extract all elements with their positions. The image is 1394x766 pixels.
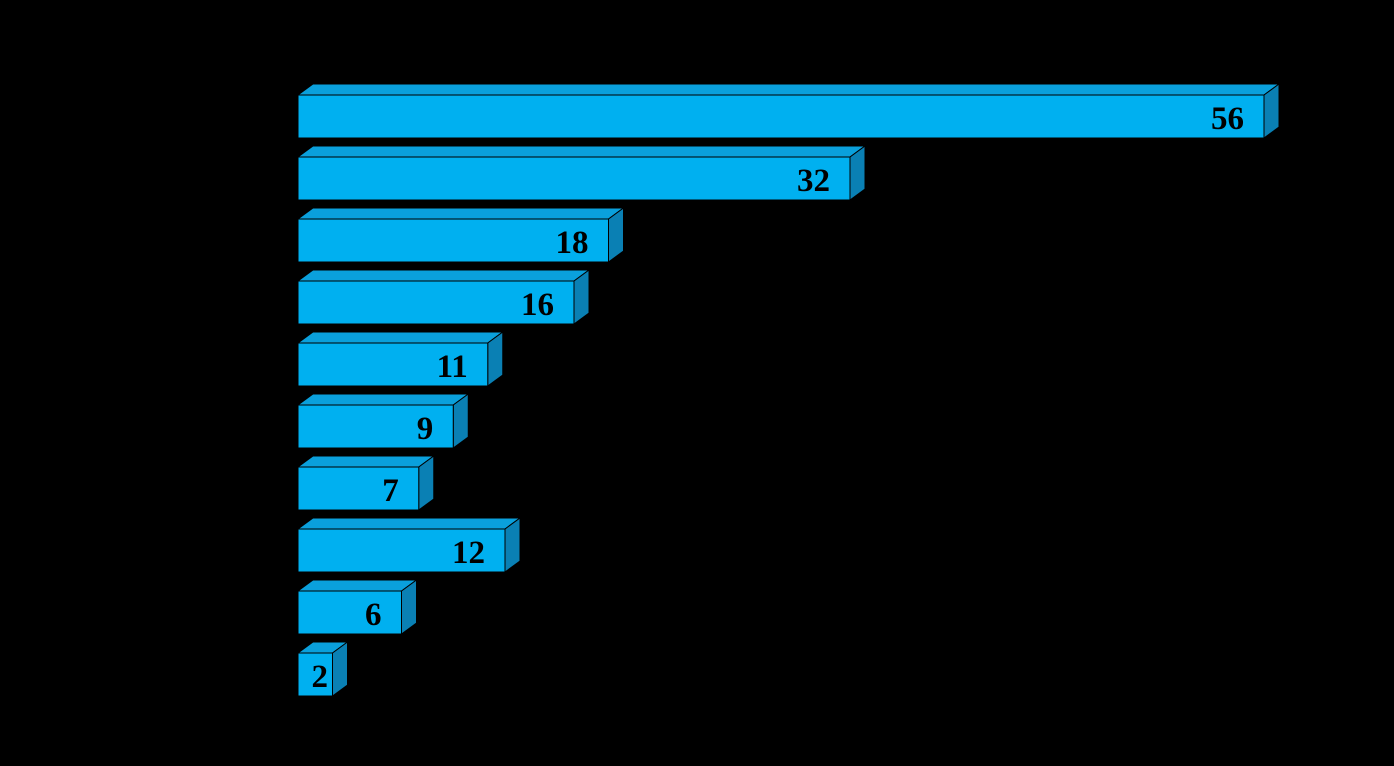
bar-top xyxy=(296,83,1281,96)
value-label: 12 xyxy=(452,535,485,571)
bar-top xyxy=(296,517,522,530)
bar-front xyxy=(297,652,333,697)
value-label: 7 xyxy=(382,473,399,509)
bar-front xyxy=(297,528,506,573)
bar-front xyxy=(297,466,420,511)
bar xyxy=(296,269,591,325)
value-label: 6 xyxy=(365,597,382,633)
bar-front xyxy=(297,280,575,325)
value-label: 9 xyxy=(417,411,434,447)
bar xyxy=(296,641,350,697)
bar-front xyxy=(297,590,402,635)
bar-front xyxy=(297,404,454,449)
bar-top xyxy=(296,269,591,282)
bar-top xyxy=(296,145,867,158)
bar-top xyxy=(296,331,505,344)
bar-top xyxy=(296,393,470,406)
value-label: 56 xyxy=(1211,101,1244,137)
bar xyxy=(296,579,419,635)
bar-top xyxy=(296,579,419,592)
value-label: 11 xyxy=(437,349,468,385)
bar xyxy=(296,393,470,449)
bar-top xyxy=(296,207,626,220)
bar xyxy=(296,207,626,263)
bar-front xyxy=(297,94,1265,139)
bar xyxy=(296,145,867,201)
value-label: 2 xyxy=(312,659,329,695)
bar-top xyxy=(296,455,436,468)
bar xyxy=(296,331,505,387)
value-label: 16 xyxy=(521,287,554,323)
bar-front xyxy=(297,342,489,387)
bar xyxy=(296,517,522,573)
bar-front xyxy=(297,156,851,201)
value-label: 18 xyxy=(556,225,589,261)
bar xyxy=(296,455,436,511)
bar-front xyxy=(297,218,609,263)
value-label: 32 xyxy=(797,163,830,199)
bar xyxy=(296,83,1281,139)
